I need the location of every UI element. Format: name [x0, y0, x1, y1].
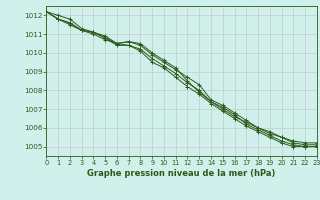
X-axis label: Graphe pression niveau de la mer (hPa): Graphe pression niveau de la mer (hPa) [87, 169, 276, 178]
